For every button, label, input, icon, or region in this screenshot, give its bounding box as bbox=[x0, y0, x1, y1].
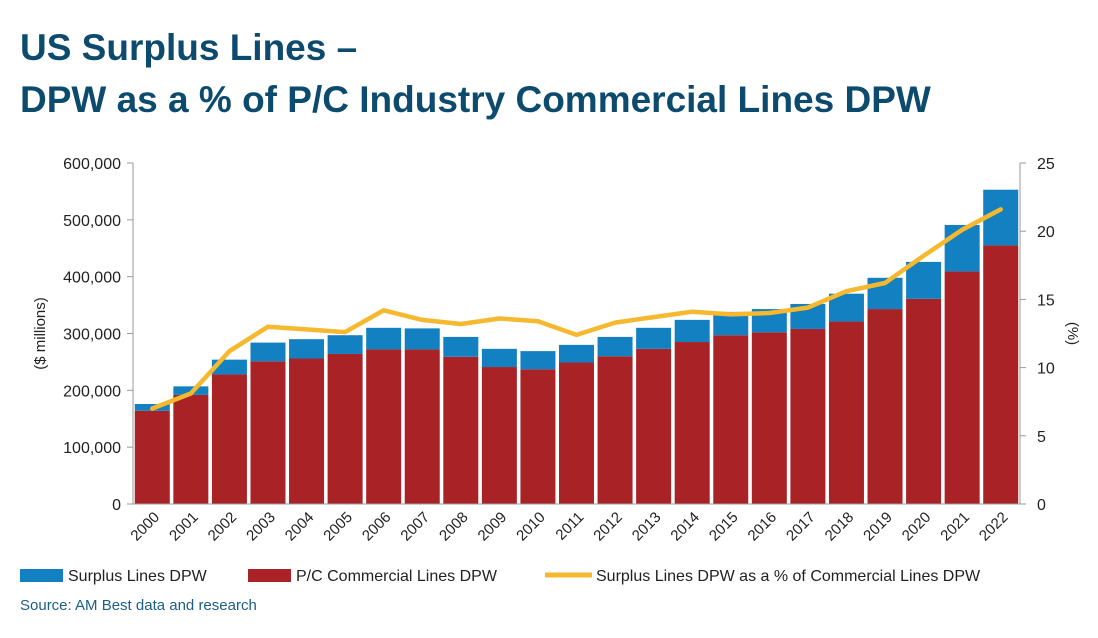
x-tick-label: 2021 bbox=[937, 509, 973, 545]
bar-pc-commercial-2022 bbox=[983, 245, 1019, 505]
y-right-tick-label: 20 bbox=[1037, 224, 1055, 241]
bar-pc-commercial-2005 bbox=[327, 353, 363, 504]
y-left-tick-label: 100,000 bbox=[63, 440, 121, 457]
x-tick-label: 2000 bbox=[127, 509, 163, 545]
bar-pc-commercial-2013 bbox=[636, 348, 672, 504]
bar-pc-commercial-2017 bbox=[790, 328, 826, 504]
bar-pc-commercial-2014 bbox=[674, 342, 710, 504]
x-tick-label: 2015 bbox=[706, 509, 742, 545]
x-tick-label: 2009 bbox=[475, 509, 511, 545]
bar-pc-commercial-2002 bbox=[211, 374, 247, 504]
title-line-2: DPW as a % of P/C Industry Commercial Li… bbox=[20, 79, 931, 120]
source-note: Source: AM Best data and research bbox=[20, 597, 257, 614]
x-tick-label: 2014 bbox=[667, 509, 703, 545]
legend-label-pc-commercial: P/C Commercial Lines DPW bbox=[296, 568, 498, 585]
y-left-axis-title: ($ millions) bbox=[32, 297, 49, 370]
bar-surplus-lines-2003 bbox=[250, 342, 286, 362]
bar-pc-commercial-2016 bbox=[751, 332, 787, 504]
bar-pc-commercial-2006 bbox=[366, 349, 402, 504]
x-tick-label: 2010 bbox=[513, 509, 549, 545]
y-left-tick-label: 200,000 bbox=[63, 383, 121, 400]
bar-pc-commercial-2009 bbox=[481, 367, 517, 504]
bar-pc-commercial-2018 bbox=[828, 321, 864, 504]
title-line-1: US Surplus Lines – bbox=[20, 27, 358, 68]
y-right-axis-title: (%) bbox=[1064, 322, 1081, 345]
bar-surplus-lines-2010 bbox=[520, 351, 556, 370]
y-left-tick-label: 400,000 bbox=[63, 270, 121, 287]
bar-pc-commercial-2020 bbox=[906, 298, 942, 504]
legend-label-pct-line: Surplus Lines DPW as a % of Commercial L… bbox=[596, 568, 981, 585]
x-tick-label: 2018 bbox=[822, 509, 858, 545]
bar-surplus-lines-2014 bbox=[674, 319, 710, 343]
bar-surplus-lines-2006 bbox=[366, 327, 402, 350]
bar-surplus-lines-2005 bbox=[327, 335, 363, 354]
x-tick-label: 2016 bbox=[745, 509, 781, 545]
y-left-tick-label: 600,000 bbox=[63, 156, 121, 173]
legend-swatch-surplus-lines bbox=[20, 569, 63, 582]
y-left-tick-label: 0 bbox=[112, 497, 121, 514]
bar-pc-commercial-2011 bbox=[559, 362, 594, 504]
bar-surplus-lines-2012 bbox=[597, 336, 633, 357]
bar-surplus-lines-2011 bbox=[559, 344, 594, 363]
bar-pc-commercial-2004 bbox=[289, 358, 325, 504]
y-right-tick-label: 10 bbox=[1037, 361, 1055, 378]
bar-surplus-lines-2013 bbox=[636, 327, 672, 349]
bar-pc-commercial-2012 bbox=[597, 356, 633, 504]
x-tick-label: 2008 bbox=[436, 509, 472, 545]
legend-swatch-pc-commercial bbox=[248, 569, 291, 582]
bar-pc-commercial-2010 bbox=[520, 369, 556, 504]
chart-title: US Surplus Lines – DPW as a % of P/C Ind… bbox=[20, 22, 931, 126]
x-tick-label: 2001 bbox=[166, 509, 202, 545]
x-tick-label: 2020 bbox=[899, 509, 935, 545]
bar-pc-commercial-2001 bbox=[173, 394, 209, 504]
x-tick-label: 2011 bbox=[552, 509, 587, 544]
y-left-tick-label: 300,000 bbox=[63, 327, 121, 344]
bar-pc-commercial-2000 bbox=[134, 410, 170, 504]
x-tick-label: 2005 bbox=[320, 509, 356, 545]
x-tick-label: 2006 bbox=[359, 509, 395, 545]
x-tick-label: 2003 bbox=[243, 509, 279, 545]
bar-pc-commercial-2019 bbox=[867, 309, 903, 504]
series-line-pct bbox=[150, 207, 1003, 411]
x-tick-label: 2007 bbox=[397, 509, 433, 545]
bar-pc-commercial-2008 bbox=[443, 356, 479, 504]
x-tick-label: 2013 bbox=[629, 509, 665, 545]
x-tick-label: 2019 bbox=[860, 509, 896, 545]
y-right-tick-label: 15 bbox=[1037, 292, 1055, 309]
bar-surplus-lines-2007 bbox=[404, 328, 440, 350]
legend-label-surplus-lines: Surplus Lines DPW bbox=[68, 568, 208, 585]
bar-pc-commercial-2003 bbox=[250, 361, 286, 504]
x-tick-label: 2012 bbox=[590, 509, 626, 545]
bar-surplus-lines-2020 bbox=[906, 261, 942, 299]
y-right-tick-label: 25 bbox=[1037, 156, 1055, 173]
x-tick-label: 2022 bbox=[976, 509, 1012, 545]
bar-pc-commercial-2021 bbox=[944, 271, 980, 504]
x-tick-label: 2004 bbox=[282, 509, 318, 545]
x-tick-label: 2017 bbox=[783, 509, 819, 545]
y-right-tick-label: 5 bbox=[1037, 429, 1046, 446]
bar-pc-commercial-2007 bbox=[404, 349, 440, 504]
bar-surplus-lines-2008 bbox=[443, 336, 479, 357]
bar-surplus-lines-2021 bbox=[944, 224, 980, 272]
bar-surplus-lines-2004 bbox=[289, 339, 325, 359]
y-right-tick-label: 0 bbox=[1037, 497, 1046, 514]
bar-pc-commercial-2015 bbox=[713, 335, 749, 504]
bar-surplus-lines-2015 bbox=[713, 311, 749, 336]
x-tick-label: 2002 bbox=[205, 509, 241, 545]
bar-surplus-lines-2009 bbox=[481, 348, 517, 368]
y-left-tick-label: 500,000 bbox=[63, 213, 121, 230]
